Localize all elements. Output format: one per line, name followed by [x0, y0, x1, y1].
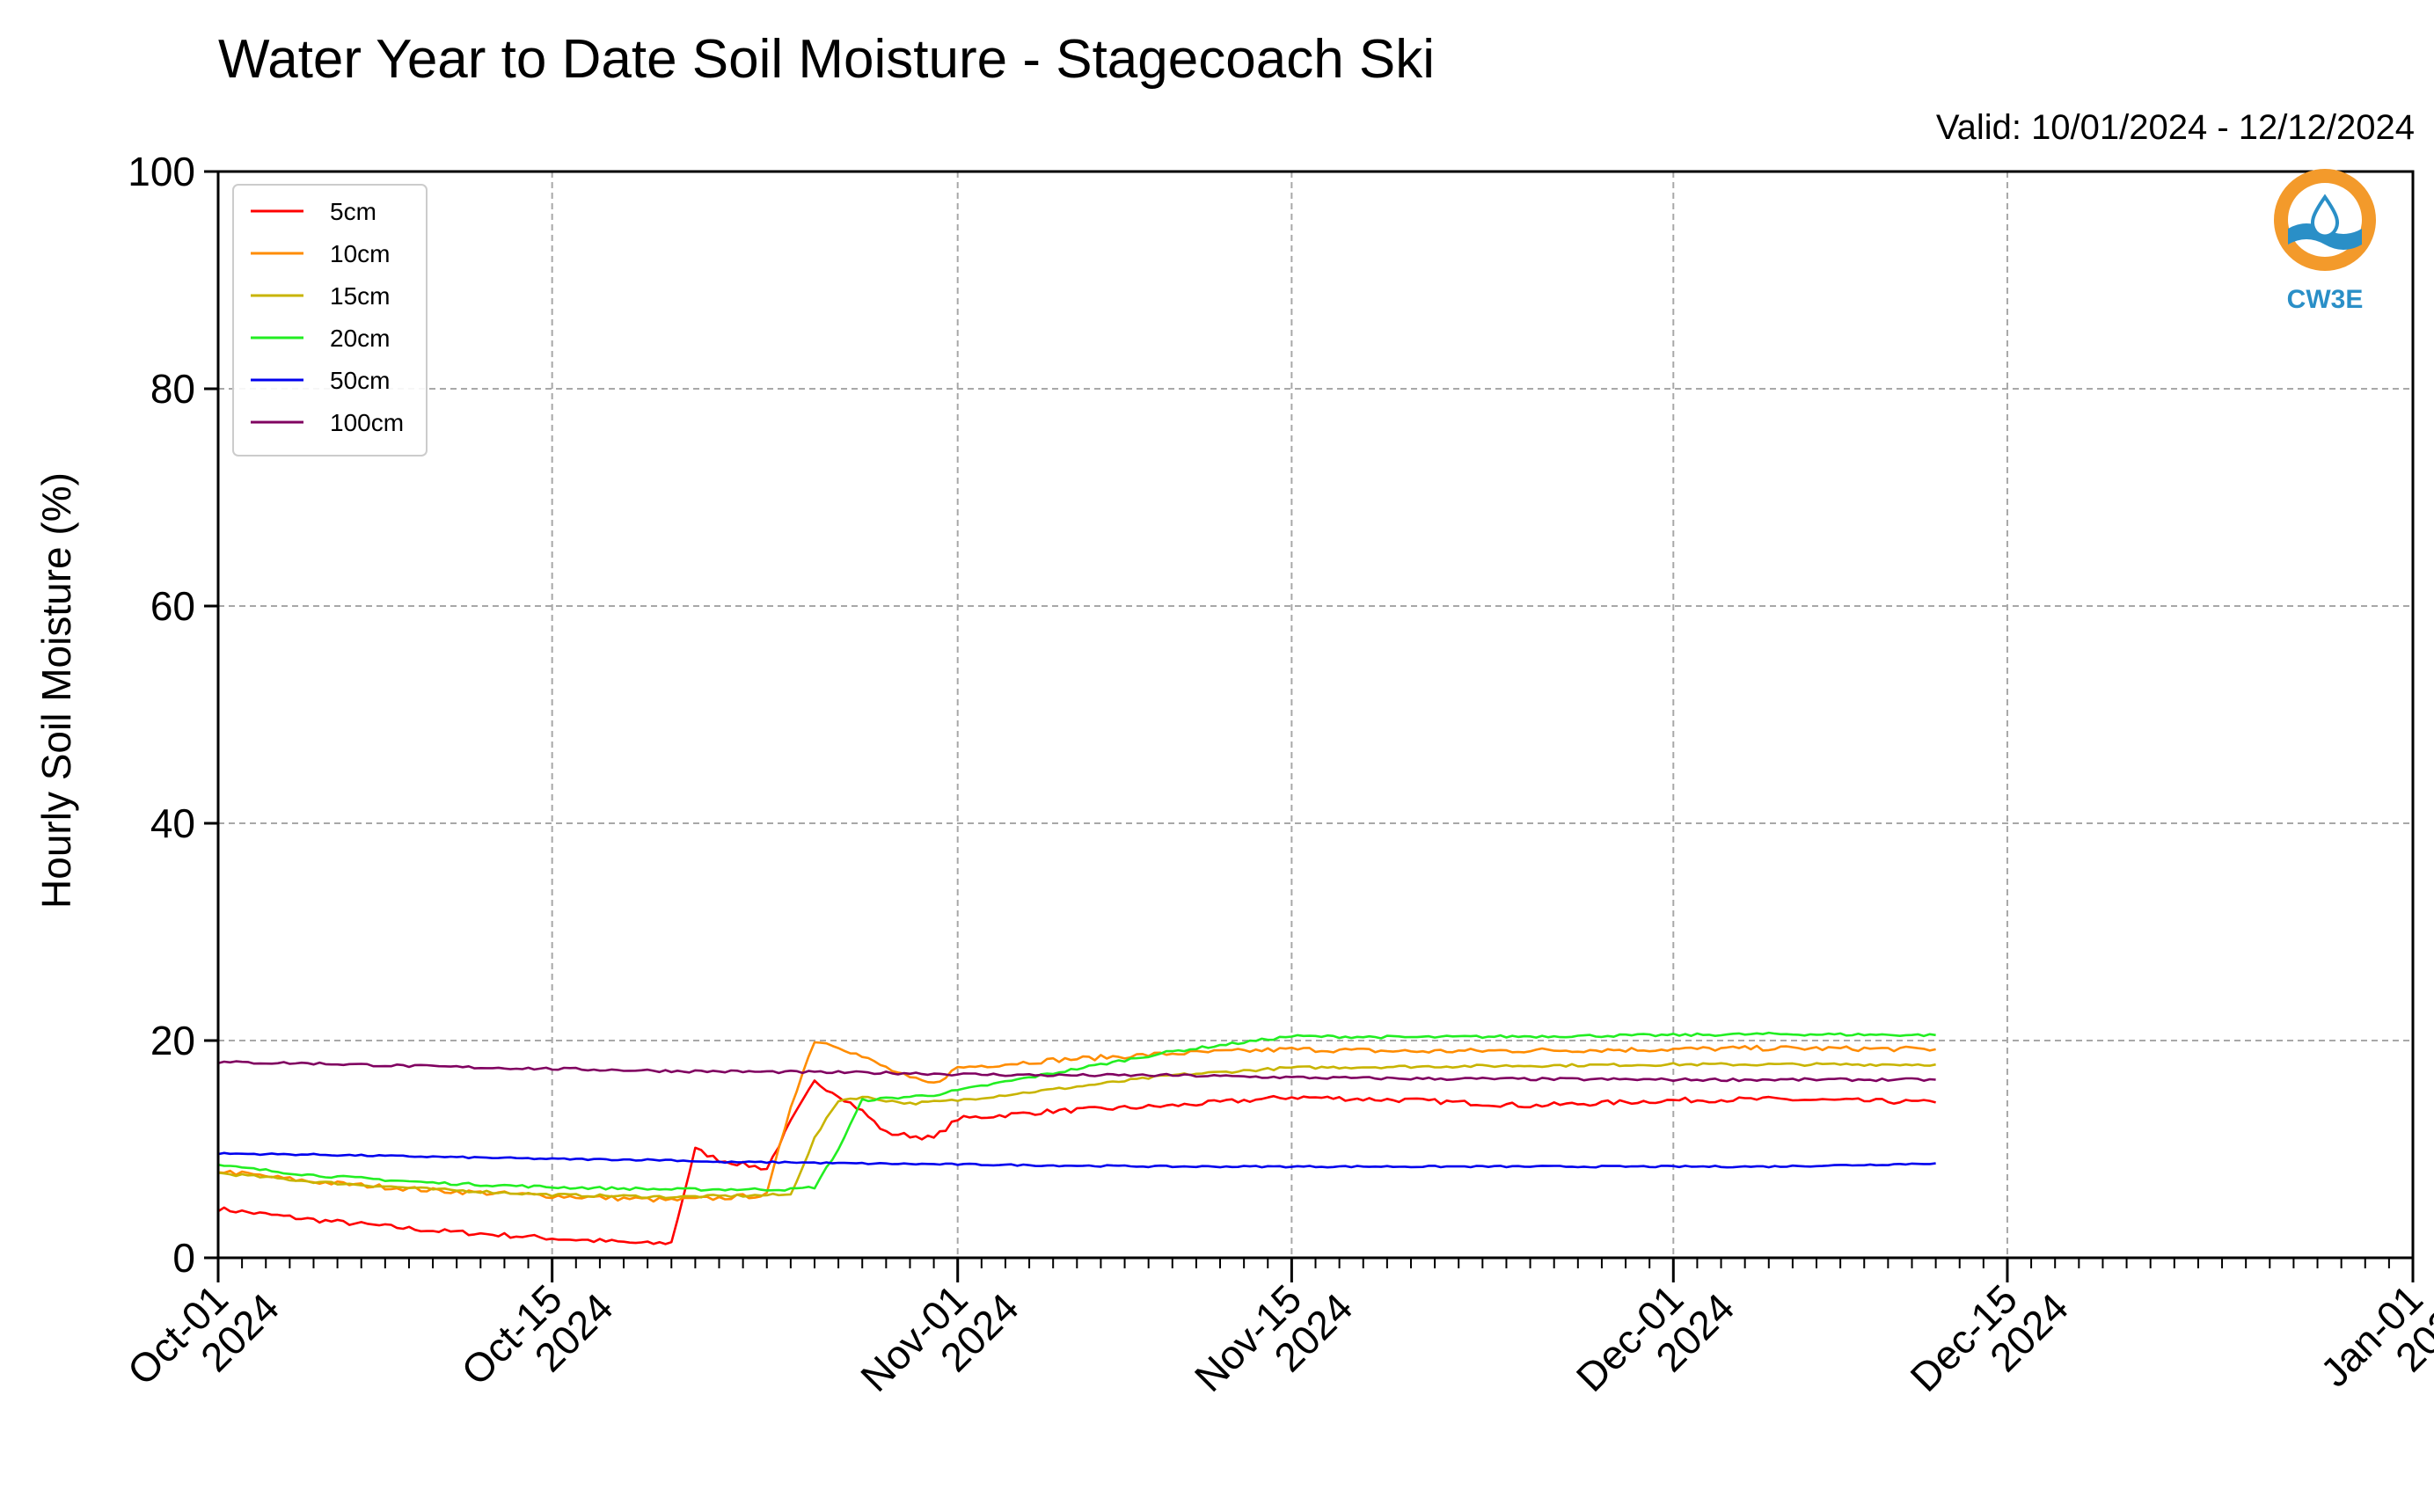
valid-date-range: Valid: 10/01/2024 - 12/12/2024 — [1936, 108, 2415, 147]
y-tick-label: 100 — [128, 149, 195, 194]
logo-drop-icon — [2310, 194, 2340, 238]
chart-title: Water Year to Date Soil Moisture - Stage… — [218, 29, 1435, 90]
series-line-20cm — [217, 1031, 1936, 1192]
legend-label: 15cm — [330, 282, 390, 310]
series-line-10cm — [217, 1041, 1936, 1203]
cw3e-logo: CW3E — [2274, 169, 2376, 314]
y-tick-label: 40 — [150, 800, 195, 846]
logo-ring — [2274, 169, 2376, 271]
legend-label: 10cm — [330, 240, 390, 267]
series-line-5cm — [217, 1079, 1936, 1245]
series-layer — [217, 1031, 1936, 1245]
legend-label: 20cm — [330, 325, 390, 352]
legend-label: 100cm — [330, 409, 404, 436]
grid-layer — [218, 172, 2413, 1258]
series-line-50cm — [217, 1151, 1936, 1169]
legend: 5cm 10cm 15cm 20cm 50cm 100cm — [232, 184, 428, 457]
y-tick-label: 0 — [172, 1235, 195, 1281]
legend-label: 5cm — [330, 198, 376, 225]
plot-frame — [216, 170, 2415, 1260]
series-line-15cm — [217, 1062, 1936, 1200]
y-tick-label: 80 — [150, 366, 195, 412]
legend-label: 50cm — [330, 367, 390, 394]
y-tick-label: 60 — [150, 583, 195, 629]
logo-text: CW3E — [2287, 285, 2364, 314]
y-axis-label: Hourly Soil Moisture (%) — [33, 472, 79, 909]
y-tick-label: 20 — [150, 1018, 195, 1063]
series-line-100cm — [217, 1060, 1936, 1083]
